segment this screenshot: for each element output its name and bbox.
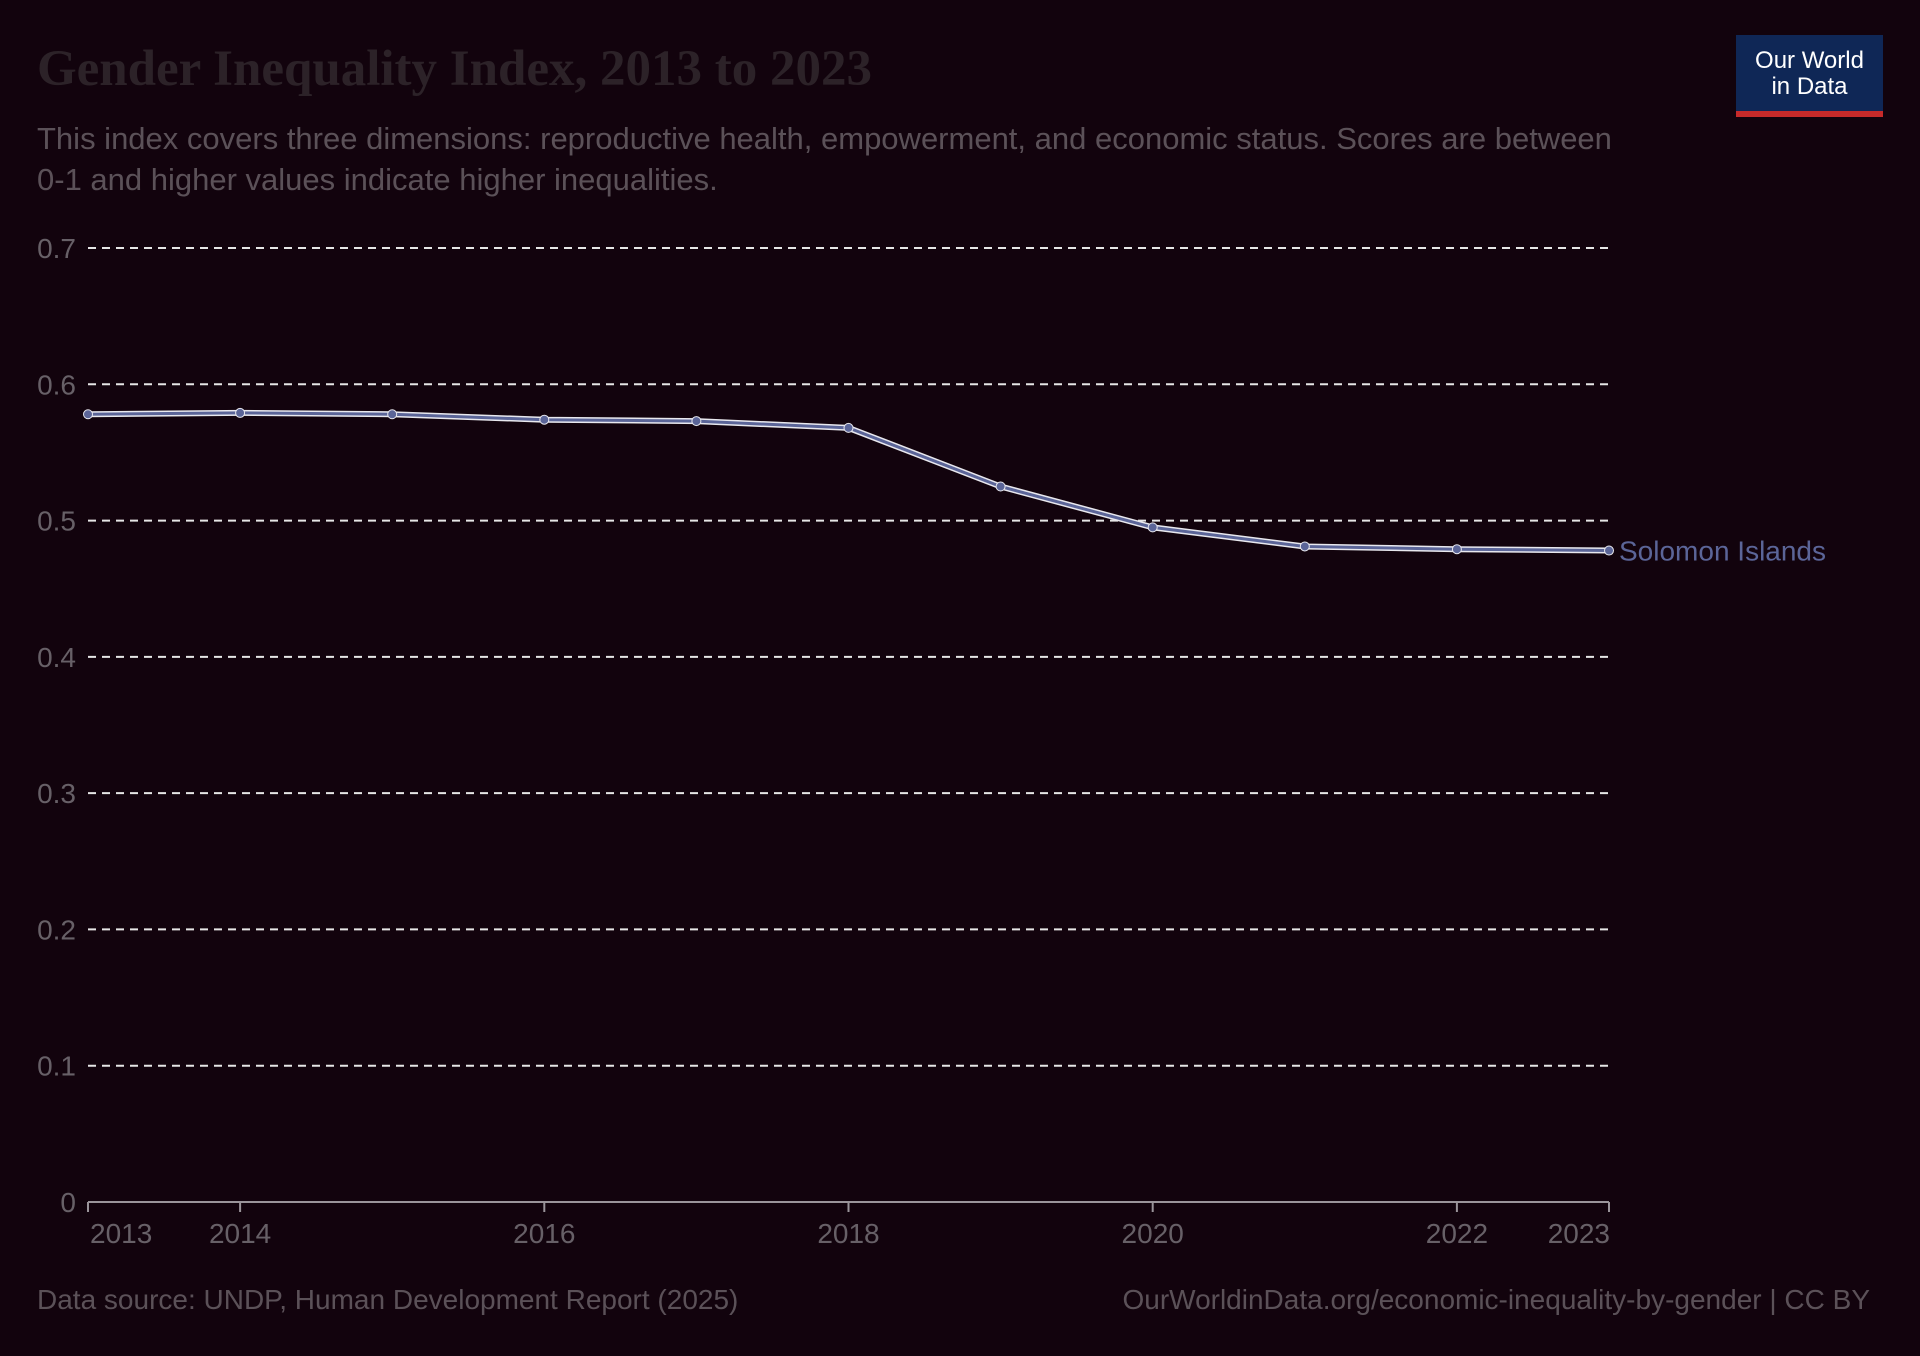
y-axis-tick-labels: 0 0.1 0.2 0.3 0.4 0.5 0.6 0.7 — [37, 233, 76, 1218]
data-point — [1451, 544, 1462, 555]
series-line-halo — [85, 409, 1612, 554]
y-tick-label: 0.6 — [37, 369, 76, 400]
data-point — [235, 407, 246, 418]
series-line — [86, 411, 1611, 553]
data-point — [83, 409, 93, 420]
y-tick-label: 0.3 — [37, 778, 76, 809]
x-tick-label: 2020 — [1122, 1218, 1184, 1249]
data-points — [83, 407, 1614, 556]
series-label: Solomon Islands — [1619, 536, 1826, 567]
series-labels: Solomon Islands — [1619, 536, 1826, 567]
data-source: Data source: UNDP, Human Development Rep… — [37, 1284, 739, 1315]
logo-line-1: Our World — [1755, 47, 1864, 74]
data-point — [691, 416, 702, 427]
y-tick-label: 0.7 — [37, 233, 76, 264]
owid-logo[interactable]: Our World in Data — [1736, 35, 1883, 117]
chart-subtitle: This index covers three dimensions: repr… — [37, 121, 1612, 197]
y-tick-label: 0 — [60, 1187, 76, 1218]
y-tick-label: 0.1 — [37, 1051, 76, 1082]
data-point — [387, 409, 398, 420]
data-point — [843, 422, 854, 433]
data-point — [995, 481, 1006, 492]
x-tick-label: 2016 — [513, 1218, 575, 1249]
data-point — [539, 414, 550, 425]
source-url-link[interactable]: OurWorldinData.org/economic-inequality-b… — [1122, 1284, 1870, 1315]
data-point — [1147, 522, 1158, 533]
series-lines — [85, 409, 1612, 554]
data-point — [1604, 545, 1614, 556]
x-axis: 2013 2014 2016 2018 2020 2022 2023 — [87, 1201, 1610, 1249]
x-tick-label: 2013 — [90, 1218, 152, 1249]
chart-title: Gender Inequality Index, 2013 to 2023 — [37, 41, 872, 97]
y-tick-label: 0.2 — [37, 914, 76, 945]
x-tick-label: 2022 — [1426, 1218, 1488, 1249]
data-point — [1299, 541, 1310, 552]
x-tick-label: 2023 — [1548, 1218, 1610, 1249]
y-tick-label: 0.5 — [37, 506, 76, 537]
x-tick-label: 2014 — [209, 1218, 271, 1249]
gridlines — [88, 247, 1609, 1067]
x-tick-label: 2018 — [817, 1218, 879, 1249]
y-tick-label: 0.4 — [37, 642, 76, 673]
logo-line-2: in Data — [1771, 73, 1848, 100]
